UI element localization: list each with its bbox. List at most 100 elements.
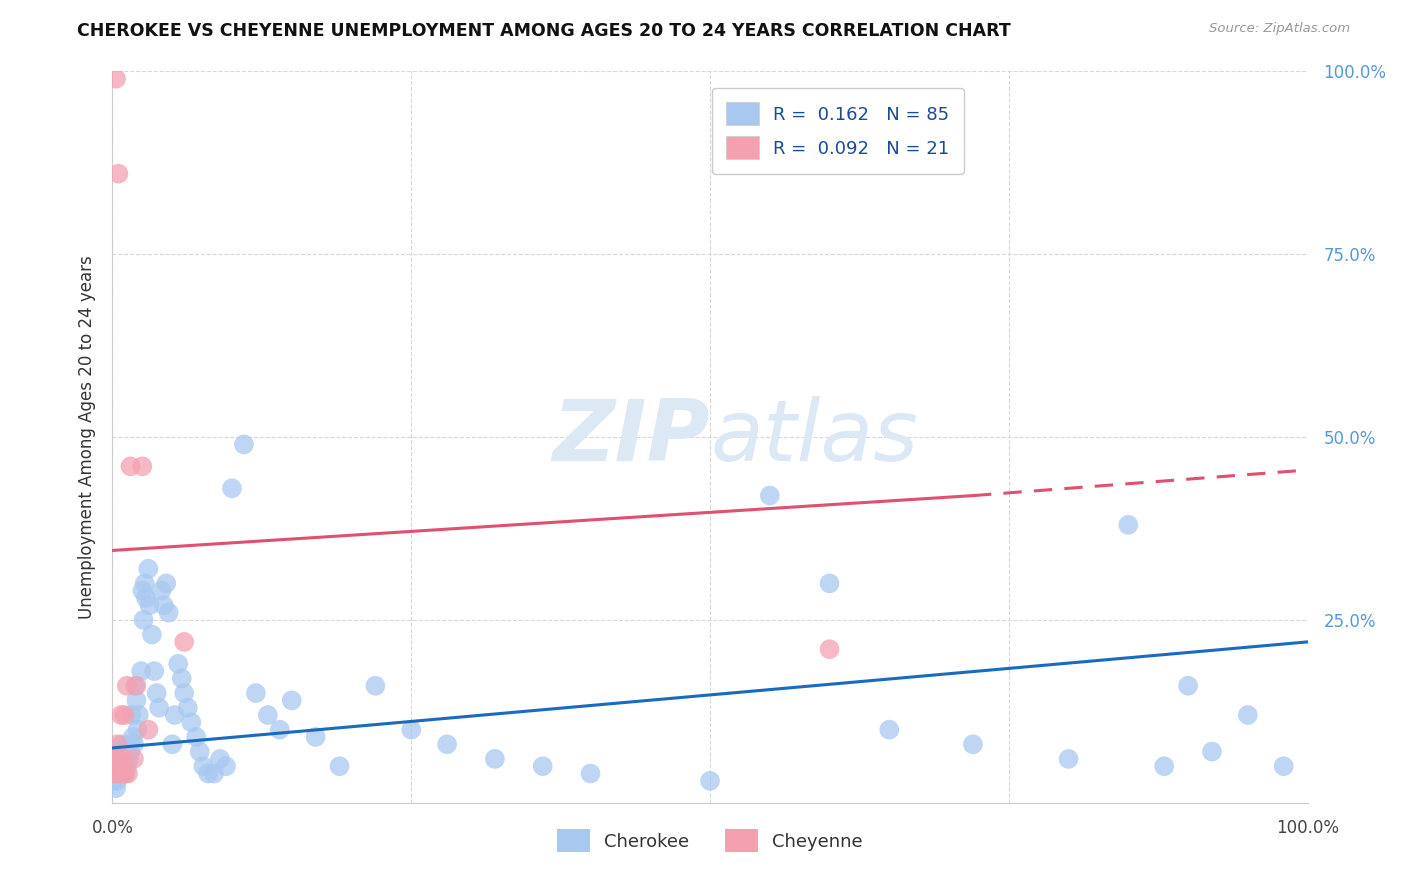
Point xyxy=(1201,745,1223,759)
Point xyxy=(138,599,160,613)
Point xyxy=(135,591,157,605)
Point xyxy=(117,737,139,751)
Point xyxy=(124,679,146,693)
Point xyxy=(112,752,135,766)
Point xyxy=(115,679,138,693)
Point xyxy=(1118,517,1140,532)
Point xyxy=(138,562,160,576)
Point xyxy=(105,773,128,788)
Point xyxy=(193,759,215,773)
Point xyxy=(128,708,150,723)
Point xyxy=(110,766,132,780)
Point xyxy=(114,759,135,773)
Point xyxy=(108,745,131,759)
Point xyxy=(162,737,183,751)
Point xyxy=(129,664,152,678)
Point xyxy=(107,752,129,766)
Point xyxy=(197,766,219,780)
Point xyxy=(103,766,125,780)
Point xyxy=(104,773,127,788)
Point xyxy=(699,773,721,788)
Point xyxy=(114,745,135,759)
Point xyxy=(209,752,232,766)
Point xyxy=(131,583,153,598)
Point xyxy=(141,627,163,641)
Point xyxy=(107,167,129,181)
Point xyxy=(143,664,166,678)
Point xyxy=(125,693,148,707)
Point xyxy=(111,759,134,773)
Point xyxy=(118,752,141,766)
Point xyxy=(1153,759,1175,773)
Point xyxy=(115,759,138,773)
Point xyxy=(173,635,195,649)
Point xyxy=(104,752,127,766)
Point xyxy=(401,723,423,737)
Point xyxy=(120,459,142,474)
Point xyxy=(117,766,139,780)
Point xyxy=(103,766,125,780)
Point xyxy=(121,730,143,744)
Point xyxy=(759,489,782,503)
Point xyxy=(108,759,131,773)
Point xyxy=(125,679,148,693)
Point xyxy=(121,708,143,723)
Point xyxy=(1237,708,1260,723)
Text: ZIP: ZIP xyxy=(553,395,710,479)
Point xyxy=(122,752,145,766)
Point xyxy=(127,723,149,737)
Point xyxy=(138,723,160,737)
Point xyxy=(879,723,901,737)
Point xyxy=(112,752,135,766)
Point xyxy=(818,642,841,657)
Point xyxy=(1177,679,1199,693)
Point xyxy=(1057,752,1080,766)
Point xyxy=(436,737,458,751)
Point xyxy=(107,766,129,780)
Point xyxy=(120,745,142,759)
Text: atlas: atlas xyxy=(710,395,918,479)
Point xyxy=(132,613,155,627)
Point xyxy=(105,737,128,751)
Point xyxy=(180,715,202,730)
Point xyxy=(148,700,170,714)
Point xyxy=(281,693,304,707)
Point xyxy=(153,599,176,613)
Point xyxy=(257,708,280,723)
Point xyxy=(105,759,128,773)
Point xyxy=(112,766,135,780)
Point xyxy=(114,766,135,780)
Point xyxy=(134,576,156,591)
Point xyxy=(221,481,243,495)
Point xyxy=(186,730,208,744)
Point xyxy=(269,723,291,737)
Point xyxy=(114,708,135,723)
Point xyxy=(202,766,225,780)
Point xyxy=(531,759,554,773)
Text: CHEROKEE VS CHEYENNE UNEMPLOYMENT AMONG AGES 20 TO 24 YEARS CORRELATION CHART: CHEROKEE VS CHEYENNE UNEMPLOYMENT AMONG … xyxy=(77,22,1011,40)
Point xyxy=(155,576,177,591)
Point xyxy=(145,686,167,700)
Point xyxy=(579,766,602,780)
Point xyxy=(150,583,173,598)
Point xyxy=(122,737,145,751)
Point xyxy=(105,71,128,86)
Point xyxy=(364,679,387,693)
Point xyxy=(173,686,195,700)
Point xyxy=(329,759,352,773)
Point xyxy=(188,745,211,759)
Point xyxy=(110,752,132,766)
Point xyxy=(110,708,132,723)
Point xyxy=(131,459,153,474)
Point xyxy=(818,576,841,591)
Point xyxy=(111,737,134,751)
Point xyxy=(170,672,193,686)
Point xyxy=(962,737,984,751)
Point xyxy=(111,766,134,780)
Point xyxy=(215,759,238,773)
Point xyxy=(108,752,131,766)
Legend: Cherokee, Cheyenne: Cherokee, Cheyenne xyxy=(550,822,870,860)
Point xyxy=(157,606,180,620)
Point xyxy=(167,657,190,671)
Point xyxy=(245,686,267,700)
